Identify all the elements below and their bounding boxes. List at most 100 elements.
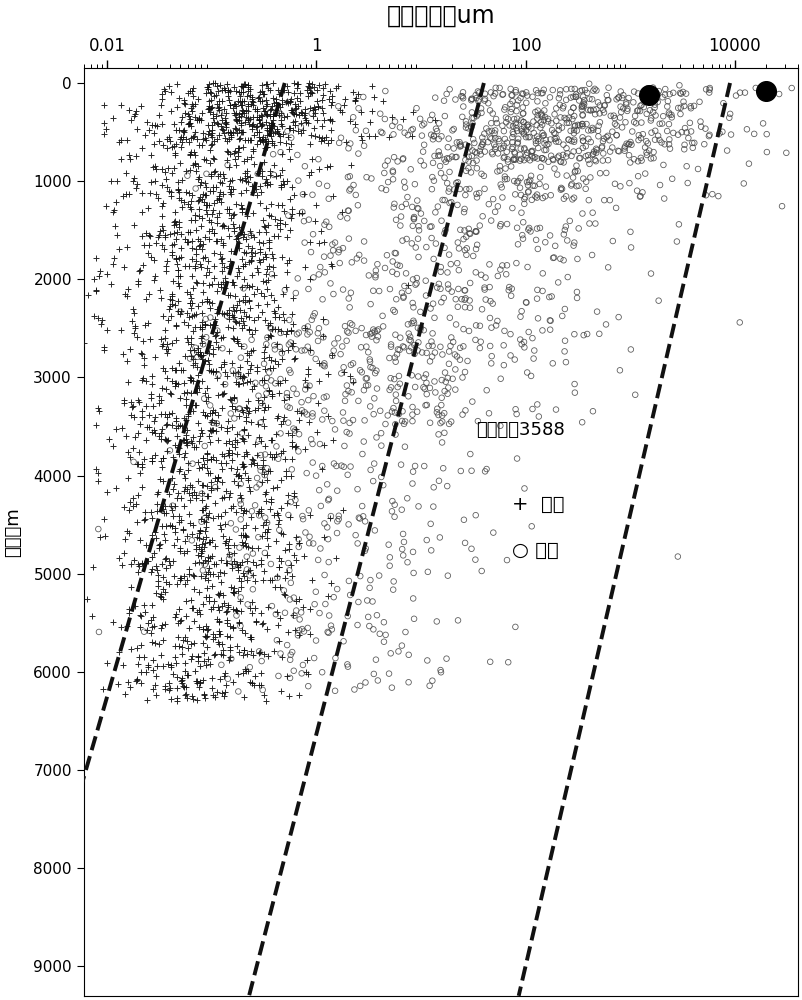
Point: [632, 153, 645, 169]
Point: [537, 127, 550, 143]
Point: [383, 350, 396, 366]
Point: [260, 98, 273, 114]
Point: [336, 502, 349, 518]
Point: [309, 128, 322, 144]
Point: [210, 334, 223, 350]
Point: [228, 545, 241, 561]
Point: [140, 291, 152, 307]
Point: [250, 187, 263, 203]
Point: [592, 128, 605, 144]
Point: [185, 103, 198, 119]
Point: [199, 519, 212, 535]
Point: [269, 102, 282, 118]
Point: [181, 234, 194, 250]
Point: [531, 151, 544, 167]
Point: [152, 537, 165, 553]
Point: [341, 656, 354, 672]
Point: [189, 258, 202, 274]
Point: [135, 637, 148, 653]
Point: [149, 558, 162, 574]
Point: [204, 155, 217, 171]
Point: [157, 591, 170, 607]
Point: [457, 99, 470, 115]
Point: [667, 125, 680, 141]
Point: [192, 539, 205, 555]
Point: [255, 132, 268, 148]
Point: [245, 178, 258, 194]
Point: [158, 241, 171, 257]
Point: [175, 512, 188, 528]
Point: [434, 662, 447, 678]
Point: [373, 568, 386, 584]
Point: [186, 187, 199, 203]
Point: [698, 136, 711, 152]
Point: [213, 102, 225, 118]
Point: [248, 436, 261, 452]
Point: [233, 368, 246, 384]
Point: [253, 109, 265, 125]
Point: [522, 129, 535, 145]
Point: [469, 87, 482, 103]
Point: [210, 283, 223, 299]
Point: [634, 130, 647, 146]
Point: [221, 76, 233, 92]
Point: [584, 102, 597, 118]
Point: [201, 101, 214, 117]
Point: [261, 120, 273, 136]
Point: [225, 500, 237, 516]
Point: [305, 84, 318, 100]
Point: [257, 235, 269, 251]
Point: [160, 574, 172, 590]
Point: [428, 345, 441, 361]
Point: [520, 123, 533, 139]
Point: [504, 288, 517, 304]
Point: [593, 165, 606, 181]
Point: [317, 328, 330, 344]
Point: [234, 117, 247, 133]
Point: [174, 417, 187, 433]
Point: [253, 112, 265, 128]
Point: [152, 428, 165, 444]
Point: [196, 351, 209, 367]
Point: [582, 131, 595, 147]
Point: [203, 277, 216, 293]
Point: [156, 177, 169, 193]
Point: [508, 144, 521, 160]
Point: [94, 529, 107, 545]
Point: [441, 139, 454, 155]
Point: [460, 229, 472, 245]
Point: [646, 104, 659, 120]
Point: [404, 333, 417, 349]
Point: [392, 406, 405, 422]
Point: [184, 342, 196, 358]
Point: [173, 390, 186, 406]
Point: [188, 96, 201, 112]
Point: [359, 540, 372, 556]
Point: [168, 160, 180, 176]
Point: [435, 128, 448, 144]
Point: [215, 250, 228, 266]
Point: [177, 432, 190, 448]
Point: [219, 280, 232, 296]
Point: [441, 478, 454, 494]
Point: [186, 88, 199, 104]
Point: [191, 112, 204, 128]
Point: [229, 313, 241, 329]
Point: [150, 503, 163, 519]
Point: [451, 255, 464, 271]
Point: [458, 282, 471, 298]
Point: [203, 197, 216, 213]
Point: [334, 130, 347, 146]
Point: [144, 249, 157, 265]
Point: [576, 118, 589, 134]
Point: [253, 89, 265, 105]
Point: [182, 334, 195, 350]
Point: [466, 116, 479, 132]
Point: [216, 446, 229, 462]
Point: [529, 178, 541, 194]
Point: [251, 363, 264, 379]
Point: [224, 642, 237, 658]
Point: [186, 456, 199, 472]
Point: [479, 270, 492, 286]
Point: [142, 315, 155, 331]
